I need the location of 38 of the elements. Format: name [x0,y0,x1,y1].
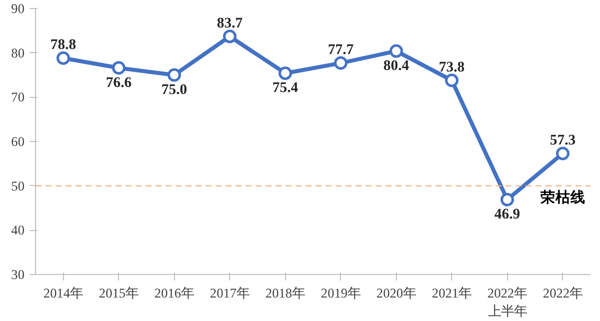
x-tick-label: 2015年 [98,286,139,300]
x-tick-label: 2020年 [376,286,416,300]
ref-line-label: 荣枯线 [539,188,586,206]
data-label: 80.4 [383,58,410,74]
point [56,51,70,65]
point [445,74,458,88]
point [112,61,126,75]
y-tick-label: 90 [11,1,25,16]
y-tick-label: 40 [11,222,25,238]
data-label: 73.8 [438,59,465,76]
data-label: 75.4 [272,80,299,96]
data-label: 75.0 [161,82,188,98]
x-tick-label: 2014年 [43,286,84,300]
x-tick-label: 2022年 [542,286,583,300]
y-tick-label: 60 [11,134,25,149]
point [500,192,514,206]
x-tick-label: 2019年 [320,286,361,300]
point [168,68,181,82]
data-label: 77.7 [328,42,354,58]
point [556,146,570,160]
x-tick-label: 2018年 [265,286,306,300]
data-label: 46.9 [494,206,520,223]
data-label: 76.6 [106,74,132,91]
x-tick-label: 2017年 [210,286,250,300]
point [390,44,403,58]
x-tick-label: 2016年 [154,286,194,300]
y-tick-label: 70 [11,90,25,105]
data-label: 83.7 [216,15,243,32]
y-tick-label: 50 [11,178,25,194]
data-label: 78.8 [50,37,76,54]
data-label: 57.3 [550,132,576,148]
y-tick-label: 80 [11,45,25,60]
point [334,56,348,70]
y-tick-label: 30 [11,267,25,282]
point [223,30,236,44]
x-tick-label: 2021年 [432,286,472,300]
point [278,66,292,80]
x-tick-label: 2022年上半年 [487,286,528,318]
